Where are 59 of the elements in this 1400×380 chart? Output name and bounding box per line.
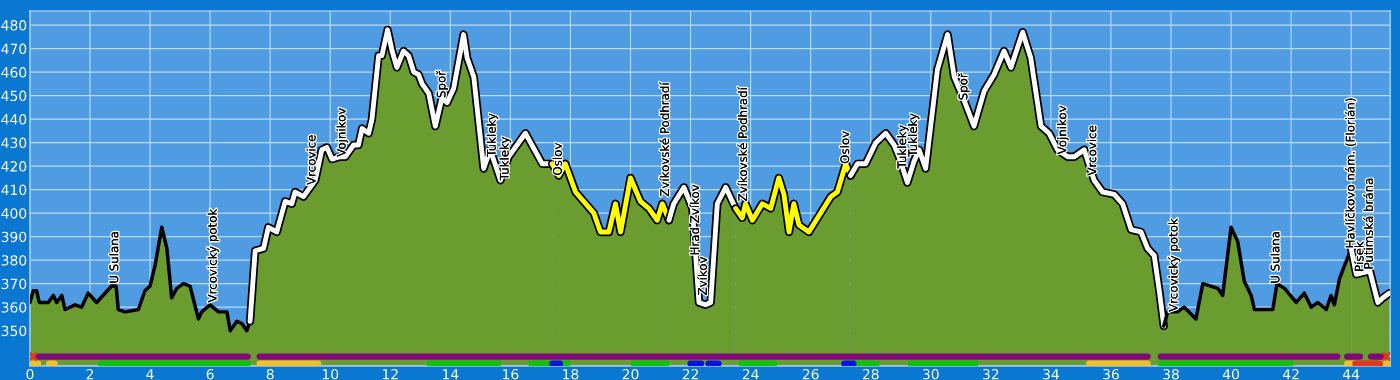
- annotation: Spoř: [957, 73, 970, 100]
- annotation: Vrcovický potok: [207, 208, 220, 303]
- y-tick-label: 440: [1, 114, 27, 125]
- annotation: U Sulana: [109, 232, 119, 283]
- y-tick-label: 400: [1, 208, 27, 219]
- x-tick-label: 42: [1282, 368, 1299, 380]
- annotation: Vrcovice: [1087, 125, 1097, 176]
- annotation: Tukleky: [897, 125, 909, 169]
- x-tick-label: 18: [563, 368, 579, 380]
- x-tick-label: 28: [862, 368, 879, 380]
- y-tick-label: 370: [1, 278, 27, 290]
- y-tick-label: 430: [1, 137, 27, 149]
- annotation: Zvíkovské Podhradí: [737, 86, 748, 201]
- annotation: Spoř: [435, 70, 448, 98]
- y-tick-label: 410: [1, 184, 27, 196]
- annotation: U Sulana: [1270, 232, 1280, 283]
- annotation: Tukleky: [499, 136, 512, 181]
- y-tick-label: 460: [1, 67, 27, 78]
- annotation: Vojnikov: [336, 108, 348, 157]
- y-tick-label: 450: [1, 90, 27, 102]
- x-tick-label: 0: [26, 368, 34, 380]
- annotation: Zvíkov: [697, 256, 707, 295]
- y-tick-label: 470: [1, 43, 27, 55]
- x-tick-label: 36: [1103, 368, 1119, 380]
- annotation: Tukleky: [907, 113, 920, 157]
- x-tick-label: 16: [503, 368, 519, 380]
- annotation: Vrcovický potok: [1168, 218, 1180, 312]
- annotation: Vrcovice: [306, 135, 316, 185]
- y-tick-label: 390: [1, 231, 27, 243]
- annotation: Oslov: [552, 142, 562, 175]
- x-tick-label: 44: [1343, 369, 1360, 380]
- x-tick-label: 8: [266, 368, 274, 380]
- x-tick-label: 40: [1222, 368, 1239, 380]
- x-tick-label: 26: [802, 368, 819, 380]
- y-tick-label: 380: [1, 255, 27, 266]
- annotation: Vojnikov: [1057, 105, 1069, 155]
- x-tick-label: 22: [682, 368, 699, 380]
- annotation: Putimská brána: [1363, 178, 1373, 269]
- x-tick-label: 20: [622, 368, 639, 380]
- x-tick-label: 4: [146, 369, 154, 380]
- x-tick-label: 6: [206, 368, 214, 380]
- x-tick-label: 2: [86, 368, 94, 380]
- y-tick-label: 360: [1, 302, 27, 313]
- x-tick-label: 30: [923, 368, 939, 380]
- y-tick-label: 480: [1, 20, 27, 31]
- annotation: Havlíčkovo nám. (Florián): [1344, 98, 1356, 248]
- x-tick-label: 38: [1163, 368, 1179, 380]
- y-tick-label: 420: [1, 161, 27, 172]
- x-tick-label: 14: [443, 369, 459, 380]
- y-tick-label: 350: [1, 325, 27, 337]
- x-tick-label: 10: [322, 368, 339, 380]
- annotation: Zvíkovské Podhradí: [659, 82, 670, 197]
- annotation: Písek: [1353, 241, 1364, 271]
- x-tick-label: 34: [1043, 368, 1059, 380]
- x-tick-label: 12: [382, 368, 398, 380]
- x-tick-label: 32: [983, 368, 999, 380]
- annotation: Tukleky: [486, 113, 499, 157]
- annotation: Oslov: [840, 131, 850, 164]
- x-tick-label: 24: [742, 368, 759, 380]
